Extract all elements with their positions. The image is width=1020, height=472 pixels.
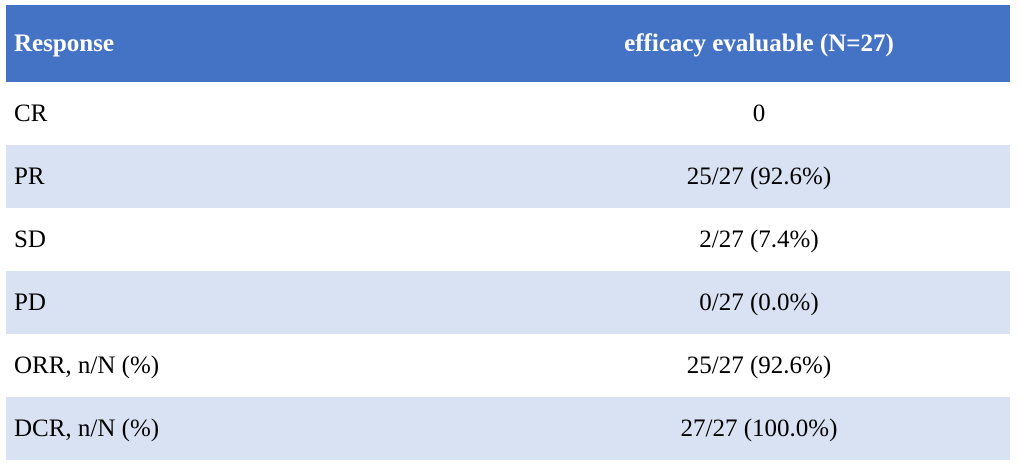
row-value: 0/27 (0.0%) [699, 288, 819, 316]
header-response: Response [14, 29, 115, 57]
row-value: 25/27 (92.6%) [686, 351, 832, 379]
row-label: DCR, n/N (%) [14, 414, 160, 442]
table-row: DCR, n/N (%) 27/27 (100.0%) [6, 397, 1010, 460]
row-label: PR [14, 162, 45, 190]
response-table: Response efficacy evaluable (N=27) CR 0 … [6, 5, 1010, 460]
row-value: 25/27 (92.6%) [686, 162, 832, 190]
table-row: SD 2/27 (7.4%) [6, 208, 1010, 271]
table-row: CR 0 [6, 82, 1010, 145]
row-label: PD [14, 288, 46, 316]
table-row: PR 25/27 (92.6%) [6, 145, 1010, 208]
table-row: PD 0/27 (0.0%) [6, 271, 1010, 334]
row-value: 0 [752, 99, 766, 127]
table-header-row: Response efficacy evaluable (N=27) [6, 5, 1010, 82]
row-label: CR [14, 99, 48, 127]
row-value: 2/27 (7.4%) [699, 225, 819, 253]
header-efficacy-evaluable: efficacy evaluable (N=27) [624, 29, 894, 57]
row-value: 27/27 (100.0%) [680, 414, 838, 442]
row-label: ORR, n/N (%) [14, 351, 160, 379]
row-label: SD [14, 225, 46, 253]
table-row: ORR, n/N (%) 25/27 (92.6%) [6, 334, 1010, 397]
